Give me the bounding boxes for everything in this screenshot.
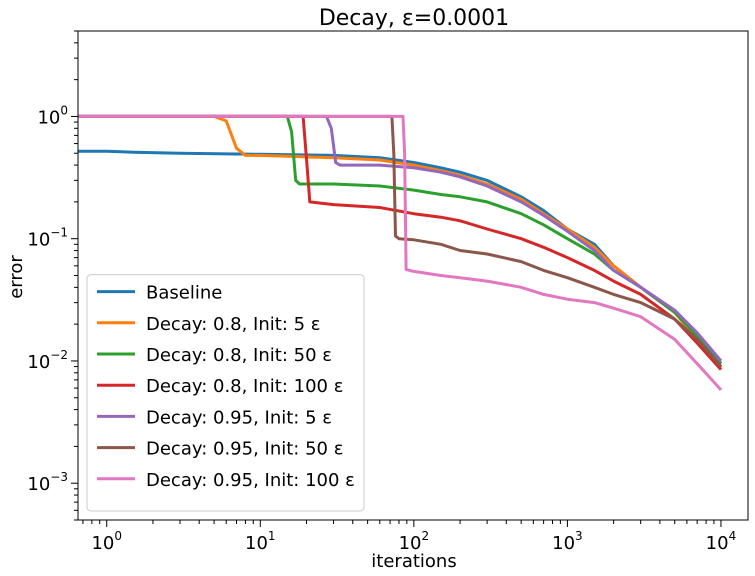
x-tick-base: 10	[91, 533, 114, 554]
y-tick-exponent: −2	[50, 348, 68, 362]
y-tick-exponent: −1	[50, 226, 68, 240]
x-tick-label: 101	[245, 529, 276, 554]
y-tick-label: 10−2	[27, 348, 68, 373]
series-line-4	[78, 114, 723, 371]
series-line-5	[78, 114, 723, 362]
chart-title: Decay, ε=0.0001	[319, 6, 509, 31]
x-tick-base: 10	[706, 533, 729, 554]
series-line-6	[78, 114, 723, 368]
x-tick-label: 104	[706, 529, 737, 554]
legend-entry: Decay: 0.95, Init: 50 ε	[146, 439, 343, 460]
x-tick-label: 100	[91, 529, 122, 554]
legend: Baseline Decay: 0.8, Init: 5 ε Decay: 0.8,…	[86, 274, 365, 512]
x-tick-base: 10	[245, 533, 268, 554]
legend-entry: Decay: 0.95, Init: 100 ε	[146, 470, 355, 491]
x-tick-exponent: 2	[421, 529, 429, 543]
x-tick-label: 103	[552, 529, 583, 554]
x-tick-exponent: 4	[729, 529, 737, 543]
y-tick-label: 100	[37, 103, 68, 128]
y-tick-base: 10	[37, 107, 60, 128]
y-tick-exponent: −3	[50, 470, 68, 484]
series-line-7	[78, 114, 723, 391]
legend-entry: Decay: 0.8, Init: 5 ε	[146, 314, 321, 335]
y-tick-label: 10−3	[27, 470, 68, 495]
legend-entry: Decay: 0.8, Init: 100 ε	[146, 376, 343, 397]
legend-entry: Baseline	[146, 283, 222, 304]
legend-box	[86, 274, 365, 512]
y-tick-exponent: 0	[60, 103, 68, 117]
legend-entry: Decay: 0.95, Init: 5 ε	[146, 407, 332, 428]
plot-lines	[78, 114, 723, 391]
legend-entry: Decay: 0.8, Init: 50 ε	[146, 345, 332, 366]
x-tick-base: 10	[399, 533, 422, 554]
x-tick-label: 102	[399, 529, 430, 554]
y-tick-base: 10	[27, 352, 50, 373]
x-tick-exponent: 3	[575, 529, 583, 543]
x-tick-base: 10	[552, 533, 575, 554]
y-tick-base: 10	[27, 230, 50, 251]
x-axis-label: iterations	[371, 551, 456, 572]
x-ticks: 100 101 102 103 104	[82, 520, 737, 554]
x-tick-exponent: 1	[268, 529, 276, 543]
y-tick-base: 10	[27, 474, 50, 495]
x-tick-exponent: 0	[114, 529, 122, 543]
y-axis-label: error	[6, 255, 27, 299]
y-tick-label: 10−1	[27, 226, 68, 251]
